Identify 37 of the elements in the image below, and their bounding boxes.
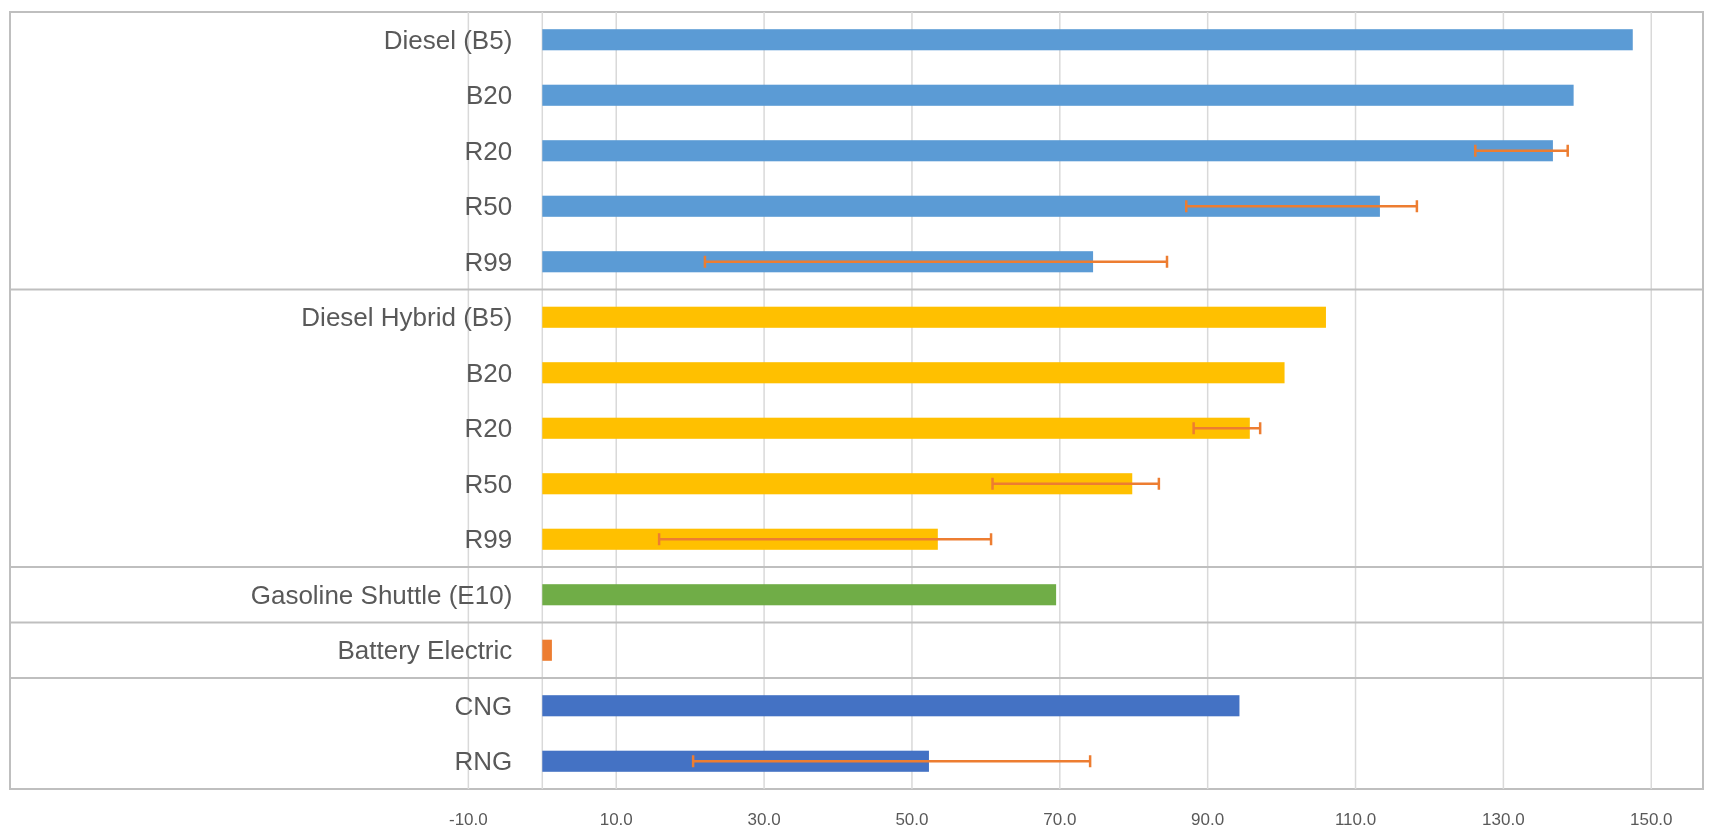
y-tick-label: B20	[466, 80, 513, 111]
x-tick-label: 70.0	[1043, 810, 1077, 829]
bar	[542, 306, 1326, 328]
y-tick-label: R99	[464, 524, 513, 555]
y-tick-label: RNG	[454, 746, 513, 777]
x-tick-label: -10.0	[448, 810, 488, 829]
x-tick-label: 30.0	[747, 810, 781, 829]
bar	[542, 639, 552, 661]
x-tick-label: 90.0	[1191, 810, 1225, 829]
y-tick-label: R20	[464, 413, 513, 444]
bar	[542, 140, 1553, 162]
y-tick-label: R99	[464, 246, 513, 277]
y-tick-label: R50	[464, 191, 513, 222]
y-tick-label: Battery Electric	[337, 635, 513, 666]
y-tick-label: Diesel (B5)	[383, 24, 513, 55]
y-tick-label: B20	[466, 357, 513, 388]
bar	[542, 84, 1574, 106]
bar	[542, 473, 1133, 495]
y-tick-label: Gasoline Shuttle (E10)	[250, 579, 513, 610]
bar	[542, 29, 1633, 51]
bar	[542, 750, 929, 772]
x-tick-label: 130.0	[1482, 810, 1525, 829]
x-tick-label: 150.0	[1629, 810, 1673, 829]
bar	[542, 695, 1240, 717]
bar	[542, 417, 1250, 439]
y-tick-label: Diesel Hybrid (B5)	[301, 302, 513, 333]
bar	[542, 362, 1285, 384]
y-tick-label: R50	[464, 468, 513, 499]
bar	[542, 528, 938, 550]
x-tick-label: 110.0	[1334, 810, 1377, 829]
y-tick-label: R20	[464, 135, 513, 166]
bar	[542, 251, 1094, 273]
bar	[542, 195, 1380, 217]
x-tick-label: 10.0	[599, 810, 633, 829]
x-tick-label: 50.0	[895, 810, 929, 829]
bar	[542, 584, 1057, 606]
y-tick-label: CNG	[454, 690, 513, 721]
